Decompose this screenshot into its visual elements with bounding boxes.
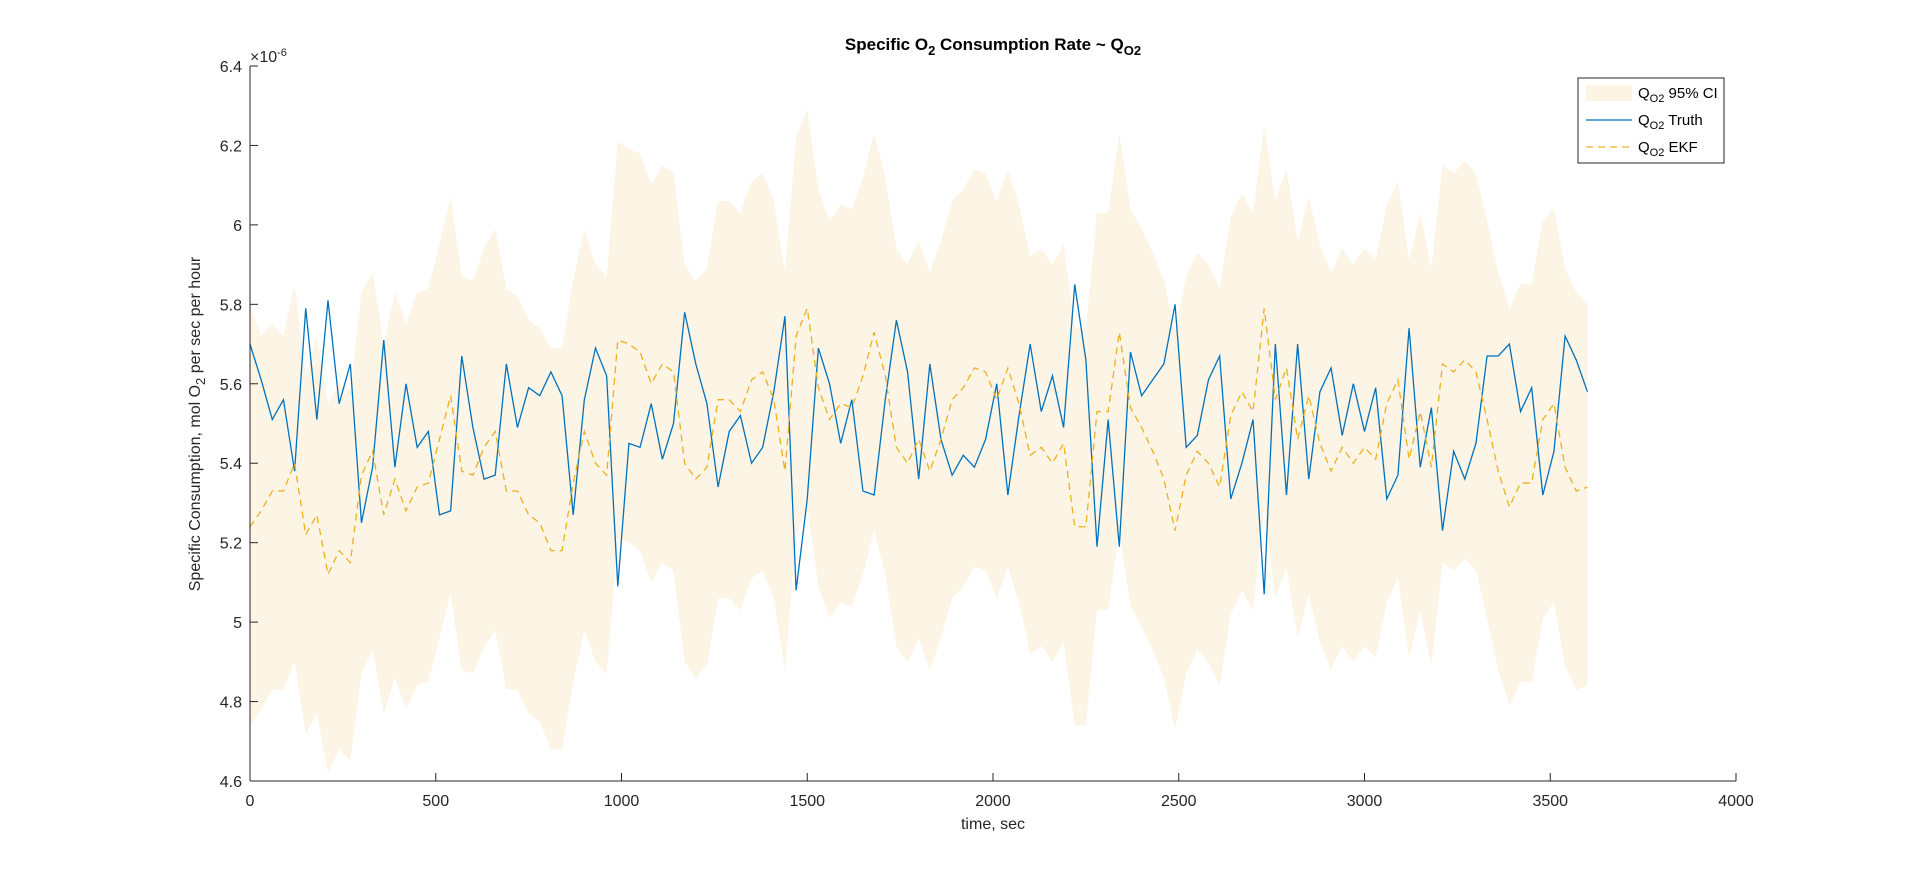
x-tick-label: 0 xyxy=(246,793,255,810)
legend-part: Q xyxy=(1638,85,1650,102)
x-tick-label: 3000 xyxy=(1347,793,1383,810)
legend-part: Q xyxy=(1638,139,1650,156)
y-tick-label: 5 xyxy=(233,615,242,632)
y-tick-label: 5.8 xyxy=(220,297,242,314)
y-tick-label: 5.2 xyxy=(220,536,242,553)
title-subscript: 2 xyxy=(928,43,935,58)
title-subscript: O2 xyxy=(1124,43,1141,58)
y-tick-label: 5.6 xyxy=(220,377,242,394)
series-line xyxy=(249,305,1588,577)
y-tick-label: 6.4 xyxy=(220,59,242,76)
x-axis-label: time, sec xyxy=(961,816,1025,833)
y-label-subscript: 2 xyxy=(193,378,208,385)
title-part: Specific O xyxy=(845,35,928,54)
y-tick-label: 4.8 xyxy=(220,695,242,712)
y-exponent: ×10-6 xyxy=(250,47,287,66)
x-tick-label: 2000 xyxy=(975,793,1011,810)
y-tick-label: 4.6 xyxy=(220,774,242,791)
legend-subscript: O2 xyxy=(1650,93,1665,105)
plot-area xyxy=(249,109,1589,774)
y-tick-label: 6 xyxy=(233,218,242,235)
chart-title: Specific O2 Consumption Rate ~ QO2 xyxy=(845,35,1141,58)
y-tick-label: 6.2 xyxy=(220,138,242,155)
x-tick-label: 1000 xyxy=(604,793,640,810)
legend-label: QO2 95% CI xyxy=(1638,85,1718,105)
legend-subscript: O2 xyxy=(1650,120,1665,132)
ci-band xyxy=(250,109,1588,774)
legend-label: QO2 Truth xyxy=(1638,112,1703,132)
title-part: Consumption Rate ~ Q xyxy=(935,35,1123,54)
y-axis-label: Specific Consumption, mol O2 per sec per… xyxy=(187,256,208,591)
x-tick-label: 2500 xyxy=(1161,793,1197,810)
legend-part: 95% CI xyxy=(1664,85,1717,102)
x-tick-label: 1500 xyxy=(789,793,825,810)
x-tick-label: 3500 xyxy=(1532,793,1568,810)
x-tick-label: 500 xyxy=(422,793,449,810)
y-tick-label: 5.4 xyxy=(220,456,242,473)
exponent-base: ×10 xyxy=(250,49,277,66)
legend-part: Q xyxy=(1638,112,1650,129)
legend-label: QO2 EKF xyxy=(1638,139,1698,159)
y-label-part: per sec per hour xyxy=(187,256,204,378)
legend-swatch xyxy=(1586,85,1632,101)
legend-part: Truth xyxy=(1664,112,1702,129)
exponent-power: -6 xyxy=(277,47,287,59)
legend-subscript: O2 xyxy=(1650,147,1665,159)
x-tick-label: 4000 xyxy=(1718,793,1754,810)
y-label-part: Specific Consumption, mol O xyxy=(187,385,204,591)
series-line xyxy=(249,284,1589,595)
legend-part: EKF xyxy=(1664,139,1697,156)
